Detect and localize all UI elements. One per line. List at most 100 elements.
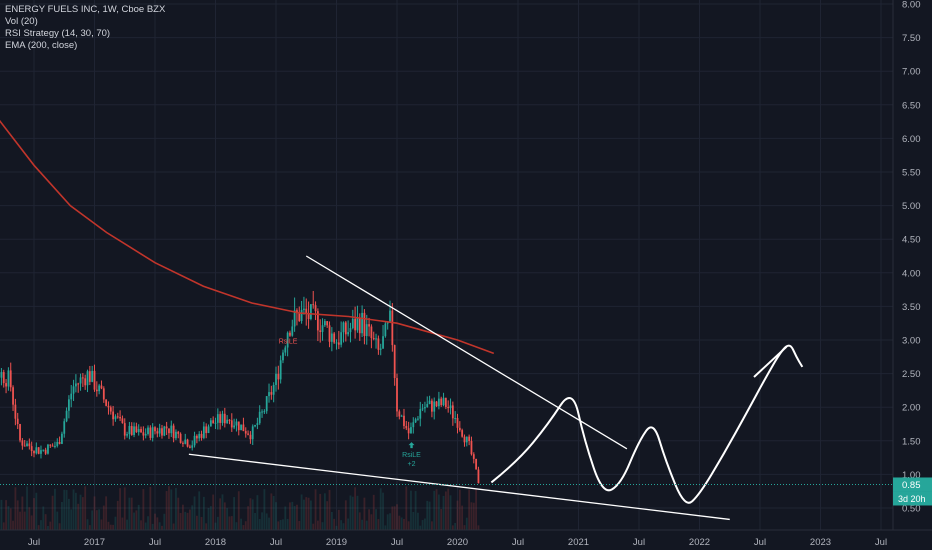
ema-indicator[interactable]: EMA (200, close) (5, 40, 78, 51)
candle (98, 383, 101, 395)
y-tick-label: 7.50 (902, 33, 921, 44)
candle (54, 441, 56, 449)
volume-bar (112, 524, 115, 530)
volume-bar (421, 520, 424, 530)
price-axis[interactable]: 8.00 7.50 7.00 6.50 6.00 5.50 5.00 4.50 4.00 3.50… (892, 0, 921, 530)
volume-bar (102, 505, 105, 530)
candle (65, 407, 68, 423)
trendline[interactable] (305, 255, 628, 450)
volume-bar (88, 525, 91, 530)
volume-bar (247, 506, 249, 530)
grid-lines (0, 0, 893, 530)
volume-bar (465, 517, 468, 530)
volume-bar (379, 488, 382, 530)
candle (28, 438, 31, 450)
candle (319, 319, 322, 343)
candle (200, 430, 203, 441)
volume-bar (419, 525, 422, 530)
volume-bar (293, 505, 296, 530)
volume-bar (337, 509, 340, 530)
candle (440, 396, 443, 407)
candle (112, 405, 115, 426)
volume-bar (200, 517, 203, 530)
volume-bar (121, 517, 124, 530)
candle (437, 391, 440, 410)
volume-bar (270, 493, 273, 530)
volume-bar (214, 522, 217, 530)
volume-bar (21, 496, 24, 530)
volume-bar (149, 486, 152, 530)
symbol-title[interactable]: ENERGY FUELS INC, 1W, Cboe BZX (5, 4, 166, 15)
volume-indicator[interactable]: Vol (20) (5, 16, 38, 27)
volume-bar (33, 498, 35, 530)
volume-bar (93, 496, 96, 530)
candle (219, 411, 222, 430)
volume-bar (74, 492, 77, 530)
volume-bar (435, 489, 438, 530)
volume-bar (449, 495, 452, 530)
volume-bar (363, 497, 366, 530)
candle (310, 304, 312, 321)
rsi-strategy-indicator[interactable]: RSI Strategy (14, 30, 70) (5, 28, 111, 39)
volume-bar (249, 498, 252, 530)
candle (84, 374, 87, 390)
x-tick-label: 2019 (326, 537, 347, 548)
candle (272, 382, 275, 403)
volume-bar (233, 497, 236, 530)
volume-bar (186, 512, 189, 530)
x-tick-label: Jul (391, 537, 403, 548)
candle (370, 324, 373, 349)
candle (126, 431, 128, 438)
candle (119, 410, 121, 422)
volume-bar (358, 512, 361, 530)
volume-bar (377, 519, 380, 530)
candle (35, 442, 38, 455)
volume-bar (98, 509, 101, 530)
candle (293, 297, 296, 332)
y-tick-label: 3.50 (902, 302, 921, 313)
candle (137, 424, 140, 436)
candle (102, 386, 105, 403)
candle (307, 301, 310, 329)
candle (258, 405, 261, 425)
candle (298, 306, 301, 322)
volume-bar (63, 489, 66, 530)
candle (305, 298, 308, 326)
candle (149, 425, 152, 441)
volume-bar (216, 516, 219, 530)
x-tick-label: Jul (149, 537, 161, 548)
candle (396, 373, 398, 417)
candle (175, 429, 177, 441)
candle (300, 300, 303, 324)
countdown-label: 3d 20h (898, 494, 926, 504)
trendline[interactable] (188, 453, 730, 521)
volume-bar (261, 512, 263, 530)
volume-bar (223, 502, 226, 530)
y-tick-label: 5.00 (902, 201, 921, 212)
volume-bar (265, 513, 268, 530)
y-tick-label: 6.50 (902, 100, 921, 111)
volume-bar (42, 506, 45, 530)
candle (165, 421, 168, 435)
volume-bar (426, 500, 429, 530)
volume-bar (333, 518, 336, 530)
time-axis[interactable]: Jul 2017 Jul 2018 Jul 2019 Jul 2020 Jul 2021 Jul 20… (0, 529, 932, 548)
volume-bar (65, 490, 68, 530)
volume-bar (440, 508, 443, 530)
rsi-label-2: RsiLE (402, 452, 421, 459)
candle (42, 449, 45, 452)
candle (356, 305, 359, 333)
volume-bar (235, 522, 238, 530)
candle (235, 418, 238, 432)
volume-bar (12, 520, 14, 530)
candle (424, 401, 426, 413)
candle (9, 362, 12, 392)
candle (63, 418, 66, 438)
volume-bar (451, 525, 454, 530)
candle (7, 367, 10, 391)
volume-bar (191, 505, 194, 530)
volume-bar (258, 518, 261, 530)
candle (233, 418, 236, 430)
volume-bar (151, 523, 154, 530)
